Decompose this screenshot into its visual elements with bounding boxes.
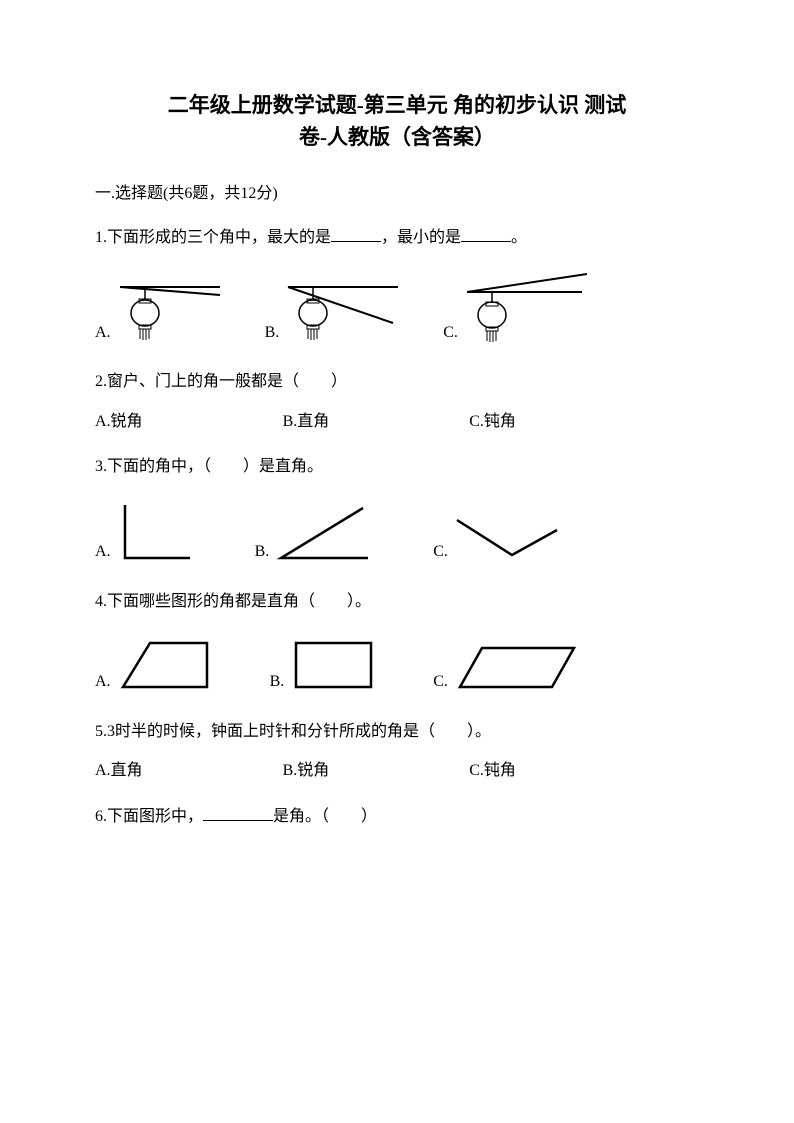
lantern-angle-c-icon: [462, 270, 592, 345]
q1-text: 1.下面形成的三个角中，最大的是 ，最小的是 。: [95, 225, 699, 251]
q6-text: 6.下面图形中， 是角。（ ）: [95, 804, 699, 830]
q1-opt-c-label: C.: [443, 320, 458, 346]
question-3: 3.下面的角中，（ ）是直角。 A. B. C.: [95, 454, 699, 565]
q1-blank-2: [461, 226, 511, 242]
q2-opt-c: C.钝角: [469, 409, 516, 435]
trapezoid-icon: [115, 635, 215, 695]
q3-opt-c: C.: [433, 510, 562, 565]
q4-opt-c-label: C.: [433, 669, 448, 695]
title-line1: 二年级上册数学试题-第三单元 角的初步认识 测试: [168, 93, 627, 117]
q1-opt-b-label: B.: [265, 320, 280, 346]
q4-options: A. B. C.: [95, 635, 699, 695]
q2-opt-a: A.锐角: [95, 409, 143, 435]
q6-text-b: 是角。（ ）: [273, 808, 377, 825]
lantern-angle-b-icon: [283, 275, 403, 345]
question-6: 6.下面图形中， 是角。（ ）: [95, 804, 699, 830]
q1-options: A. B.: [95, 270, 699, 345]
q4-opt-c: C.: [433, 640, 582, 695]
q2-text: 2.窗户、门上的角一般都是（ ）: [95, 369, 699, 395]
q3-opt-a: A.: [95, 500, 195, 565]
right-angle-icon: [115, 500, 195, 565]
title-line2: 卷-人教版（含答案）: [299, 125, 495, 149]
q3-opt-b: B.: [255, 500, 374, 565]
q5-options: A.直角 B.锐角 C.钝角: [95, 758, 699, 784]
q3-opt-a-label: A.: [95, 539, 111, 565]
section-1-header: 一.选择题(共6题，共12分): [95, 181, 699, 207]
q2-options: A.锐角 B.直角 C.钝角: [95, 409, 699, 435]
q1-text-c: 。: [511, 229, 527, 246]
q3-opt-b-label: B.: [255, 539, 270, 565]
q1-text-b: ，最小的是: [381, 229, 461, 246]
q4-opt-b: B.: [270, 635, 379, 695]
question-2: 2.窗户、门上的角一般都是（ ） A.锐角 B.直角 C.钝角: [95, 369, 699, 434]
rectangle-icon: [288, 635, 378, 695]
q5-text: 5.3时半的时候，钟面上时针和分针所成的角是（ ）。: [95, 719, 699, 745]
question-1: 1.下面形成的三个角中，最大的是 ，最小的是 。 A. B.: [95, 225, 699, 346]
rhombus-icon: [452, 640, 582, 695]
q3-opt-c-label: C.: [433, 539, 448, 565]
q1-opt-c: C.: [443, 270, 592, 345]
q3-text: 3.下面的角中，（ ）是直角。: [95, 454, 699, 480]
q1-blank-1: [331, 226, 381, 242]
q4-opt-b-label: B.: [270, 669, 285, 695]
q2-opt-b: B.直角: [283, 409, 330, 435]
question-4: 4.下面哪些图形的角都是直角（ ）。 A. B. C.: [95, 589, 699, 695]
q1-opt-a-label: A.: [95, 320, 111, 346]
page-title: 二年级上册数学试题-第三单元 角的初步认识 测试 卷-人教版（含答案）: [95, 90, 699, 153]
q1-opt-a: A.: [95, 275, 225, 345]
lantern-angle-a-icon: [115, 275, 225, 345]
q1-opt-b: B.: [265, 275, 404, 345]
q1-text-a: 1.下面形成的三个角中，最大的是: [95, 229, 331, 246]
acute-angle-icon: [273, 500, 373, 565]
q5-opt-a: A.直角: [95, 758, 143, 784]
q6-blank: [203, 805, 273, 821]
obtuse-angle-icon: [452, 510, 562, 565]
q5-opt-c: C.钝角: [469, 758, 516, 784]
q4-text: 4.下面哪些图形的角都是直角（ ）。: [95, 589, 699, 615]
q3-options: A. B. C.: [95, 500, 699, 565]
q4-opt-a: A.: [95, 635, 215, 695]
q5-opt-b: B.锐角: [283, 758, 330, 784]
q6-text-a: 6.下面图形中，: [95, 808, 203, 825]
q4-opt-a-label: A.: [95, 669, 111, 695]
question-5: 5.3时半的时候，钟面上时针和分针所成的角是（ ）。 A.直角 B.锐角 C.钝…: [95, 719, 699, 784]
